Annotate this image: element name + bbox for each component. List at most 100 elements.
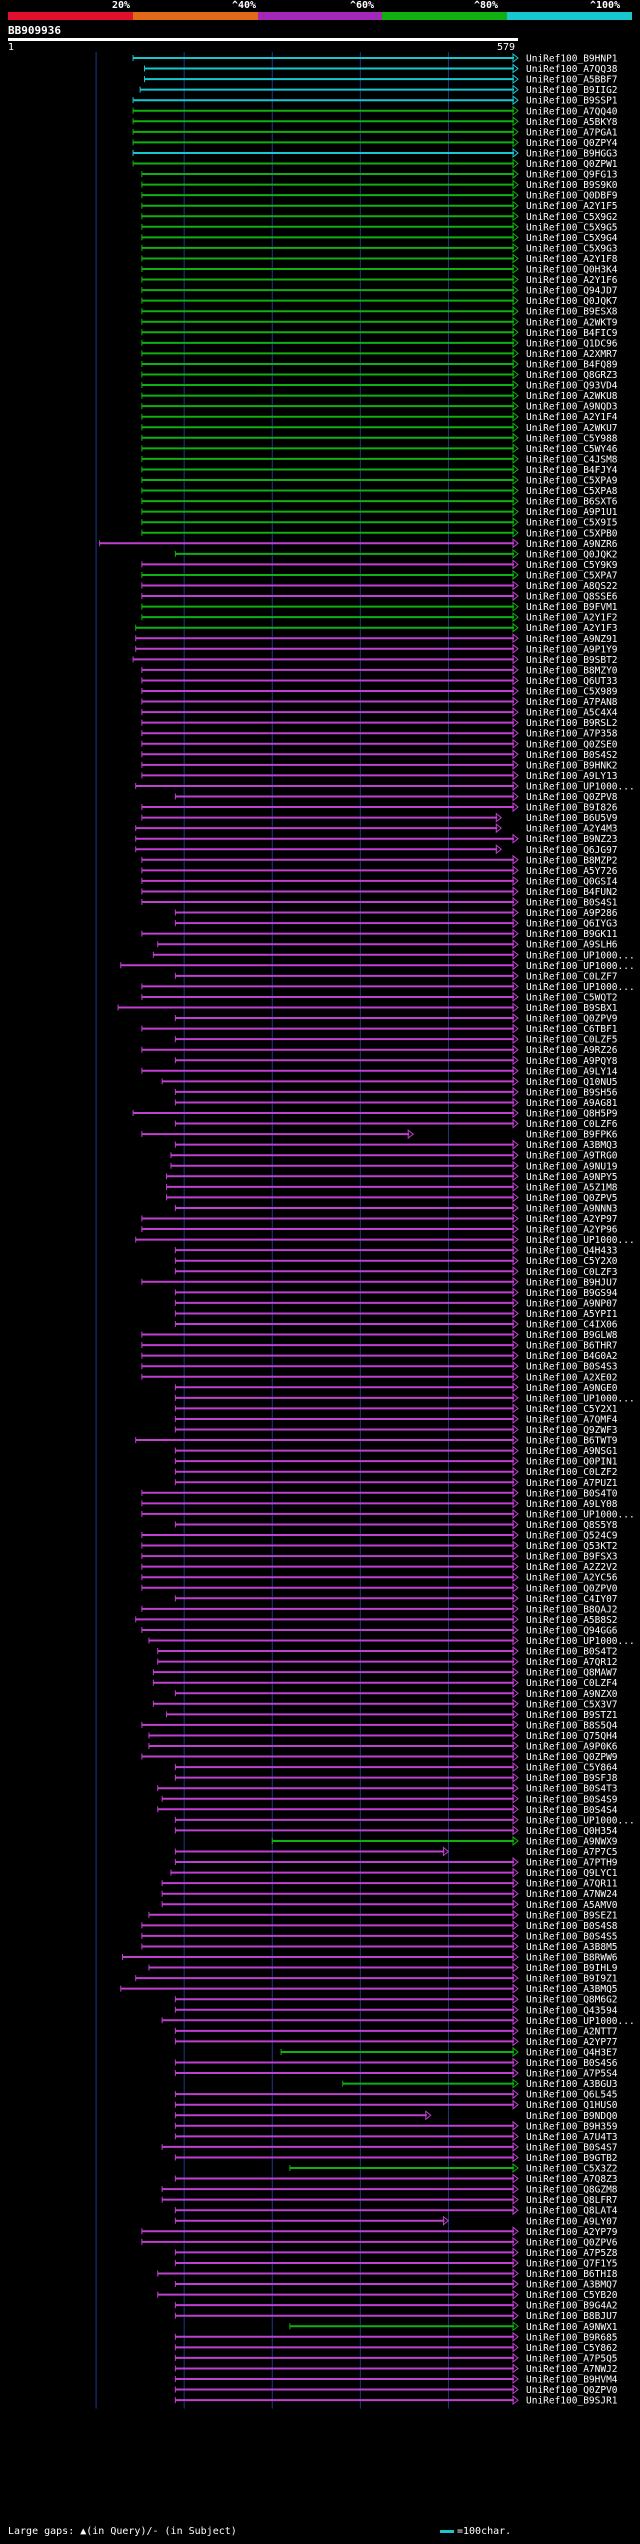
hit-end-arrow	[512, 1171, 519, 1182]
hit-row: UniRef100_B0S4S4	[157, 1804, 618, 1816]
hit-row: UniRef100_Q0GSI4	[141, 875, 618, 887]
hit-end-arrow	[512, 1920, 519, 1931]
hit-end-arrow	[512, 158, 519, 169]
hit-label: UniRef100_B9HGG3	[526, 148, 618, 159]
hit-end-arrow	[512, 316, 519, 327]
hit-label: UniRef100_B9H359	[526, 2121, 618, 2132]
hit-label: UniRef100_A9LY08	[526, 1499, 618, 1510]
hit-row: UniRef100_B0S4S1	[141, 896, 618, 909]
hit-row: UniRef100_A9SLH6	[157, 939, 618, 951]
hit-label: UniRef100_B0S4S9	[526, 1794, 618, 1805]
hit-label: UniRef100_A7NWJ2	[526, 2364, 618, 2375]
hit-label: UniRef100_Q6L545	[526, 2090, 618, 2101]
hit-row: UniRef100_C5Y862	[174, 2342, 618, 2354]
hit-end-arrow	[512, 1646, 519, 1657]
hit-end-arrow	[512, 854, 519, 865]
hit-label: UniRef100_A7PAN8	[526, 697, 618, 708]
hit-end-arrow	[512, 390, 519, 401]
hit-label: UniRef100_B9R685	[526, 2332, 618, 2343]
hit-row: UniRef100_B9SBX1	[117, 1002, 618, 1014]
hit-label: UniRef100_Q9LYC1	[526, 1868, 618, 1879]
hit-label: UniRef100_A7PUZ1	[526, 1478, 618, 1489]
hit-row: UniRef100_B0S4S5	[141, 1930, 618, 1942]
hit-end-arrow	[512, 2352, 519, 2363]
hit-label: UniRef100_C5X989	[526, 687, 618, 698]
hit-label: UniRef100_Q6JG97	[526, 845, 618, 856]
hit-row: UniRef100_UP1000...	[152, 949, 635, 961]
hit-label: UniRef100_Q94JD7	[526, 286, 618, 297]
hit-label: UniRef100_C5Y864	[526, 1763, 618, 1774]
hit-end-arrow	[512, 190, 519, 201]
hit-row: UniRef100_A2Y1F8	[141, 253, 618, 265]
hit-row: UniRef100_Q0ZPV8	[174, 791, 618, 803]
hit-label: UniRef100_B9G4A2	[526, 2301, 618, 2312]
hit-label: UniRef100_B9GLW8	[526, 1330, 618, 1341]
hit-row: UniRef100_A7QR11	[161, 1878, 618, 1890]
hit-row: UniRef100_A9NP07	[174, 1297, 618, 1309]
hit-row: UniRef100_A3BMQ7	[174, 2279, 618, 2291]
hit-row: UniRef100_A2XMR7	[141, 348, 618, 360]
hit-end-arrow	[512, 1086, 519, 1097]
hit-row: UniRef100_C5X9I5	[141, 517, 618, 529]
hit-row: UniRef100_A2Z2V2	[141, 1561, 618, 1573]
legend-segment	[8, 12, 133, 20]
hit-end-arrow	[512, 232, 519, 243]
hit-end-arrow	[512, 1213, 519, 1224]
hit-end-arrow	[512, 1255, 519, 1266]
hit-row: UniRef100_A9NZR6	[99, 538, 618, 550]
hit-row: UniRef100_C5X3Z2	[289, 2162, 618, 2175]
hit-row: UniRef100_C5X9G3	[141, 242, 618, 254]
hit-end-arrow	[512, 1160, 519, 1171]
hit-end-arrow	[512, 1624, 519, 1635]
hit-label: UniRef100_A9SLH6	[526, 940, 618, 951]
hit-row: UniRef100_A7P5Z8	[174, 2247, 618, 2259]
hit-label: UniRef100_B9NZ23	[526, 834, 618, 845]
hit-label: UniRef100_B9SBX1	[526, 1003, 618, 1014]
hit-end-arrow	[512, 538, 519, 549]
hit-label: UniRef100_A8QS22	[526, 581, 618, 592]
hit-end-arrow	[512, 1951, 519, 1963]
hit-row: UniRef100_Q8LFR7	[161, 2194, 618, 2206]
hit-end-arrow	[512, 685, 519, 697]
hit-row: UniRef100_B9G4A2	[174, 2300, 618, 2312]
hit-row: UniRef100_Q10NU5	[161, 1076, 618, 1088]
hit-label: UniRef100_A9NZR6	[526, 539, 618, 550]
legend-tick-label: ^100%	[590, 0, 621, 11]
hit-end-arrow	[512, 1234, 519, 1245]
hit-row: UniRef100_C4IY07	[174, 1593, 618, 1605]
hit-end-arrow	[512, 327, 519, 338]
hit-end-arrow	[512, 1055, 519, 1066]
hit-row: UniRef100_B8RWW6	[122, 1951, 618, 1964]
hit-end-arrow	[512, 1023, 519, 1034]
hit-end-arrow	[512, 696, 519, 707]
hit-end-arrow	[512, 1762, 519, 1773]
hit-row: UniRef100_A9P1U1	[141, 506, 618, 518]
hit-label: UniRef100_A9NZX0	[526, 1689, 618, 1700]
hit-row: UniRef100_A9NGE0	[174, 1382, 618, 1394]
hit-row: UniRef100_Q75QH4	[148, 1730, 618, 1742]
hit-row: UniRef100_A9NZ91	[135, 633, 618, 645]
hit-end-arrow	[512, 2268, 519, 2279]
hit-label: UniRef100_Q0H3K4	[526, 265, 618, 276]
hit-label: UniRef100_C4IY07	[526, 1594, 618, 1605]
hit-label: UniRef100_UP1000...	[526, 950, 635, 961]
hit-end-arrow	[512, 675, 519, 686]
hit-label: UniRef100_A9LY13	[526, 771, 618, 782]
hit-end-arrow	[512, 612, 519, 623]
hit-end-arrow	[512, 2036, 519, 2047]
hit-label: UniRef100_Q8LAT4	[526, 2206, 618, 2217]
hit-label: UniRef100_C5XPA7	[526, 570, 618, 581]
hit-row: UniRef100_Q94GG6	[141, 1624, 618, 1636]
hit-row: UniRef100_A9NSG1	[174, 1445, 618, 1457]
hit-label: UniRef100_A9AG81	[526, 1098, 618, 1109]
hit-label: UniRef100_A7PTH9	[526, 1858, 618, 1869]
hit-end-arrow	[512, 791, 519, 802]
hit-end-arrow	[512, 1318, 519, 1330]
hit-label: UniRef100_C5Y9K9	[526, 560, 618, 571]
hit-end-arrow	[512, 1835, 519, 1846]
hit-label: UniRef100_B8BJU7	[526, 2311, 618, 2322]
hit-end-arrow	[512, 2162, 519, 2174]
hit-row: UniRef100_A9LY14	[141, 1065, 618, 1077]
hit-row: UniRef100_A9NZX0	[174, 1688, 618, 1700]
hit-label: UniRef100_A2XE02	[526, 1372, 618, 1383]
